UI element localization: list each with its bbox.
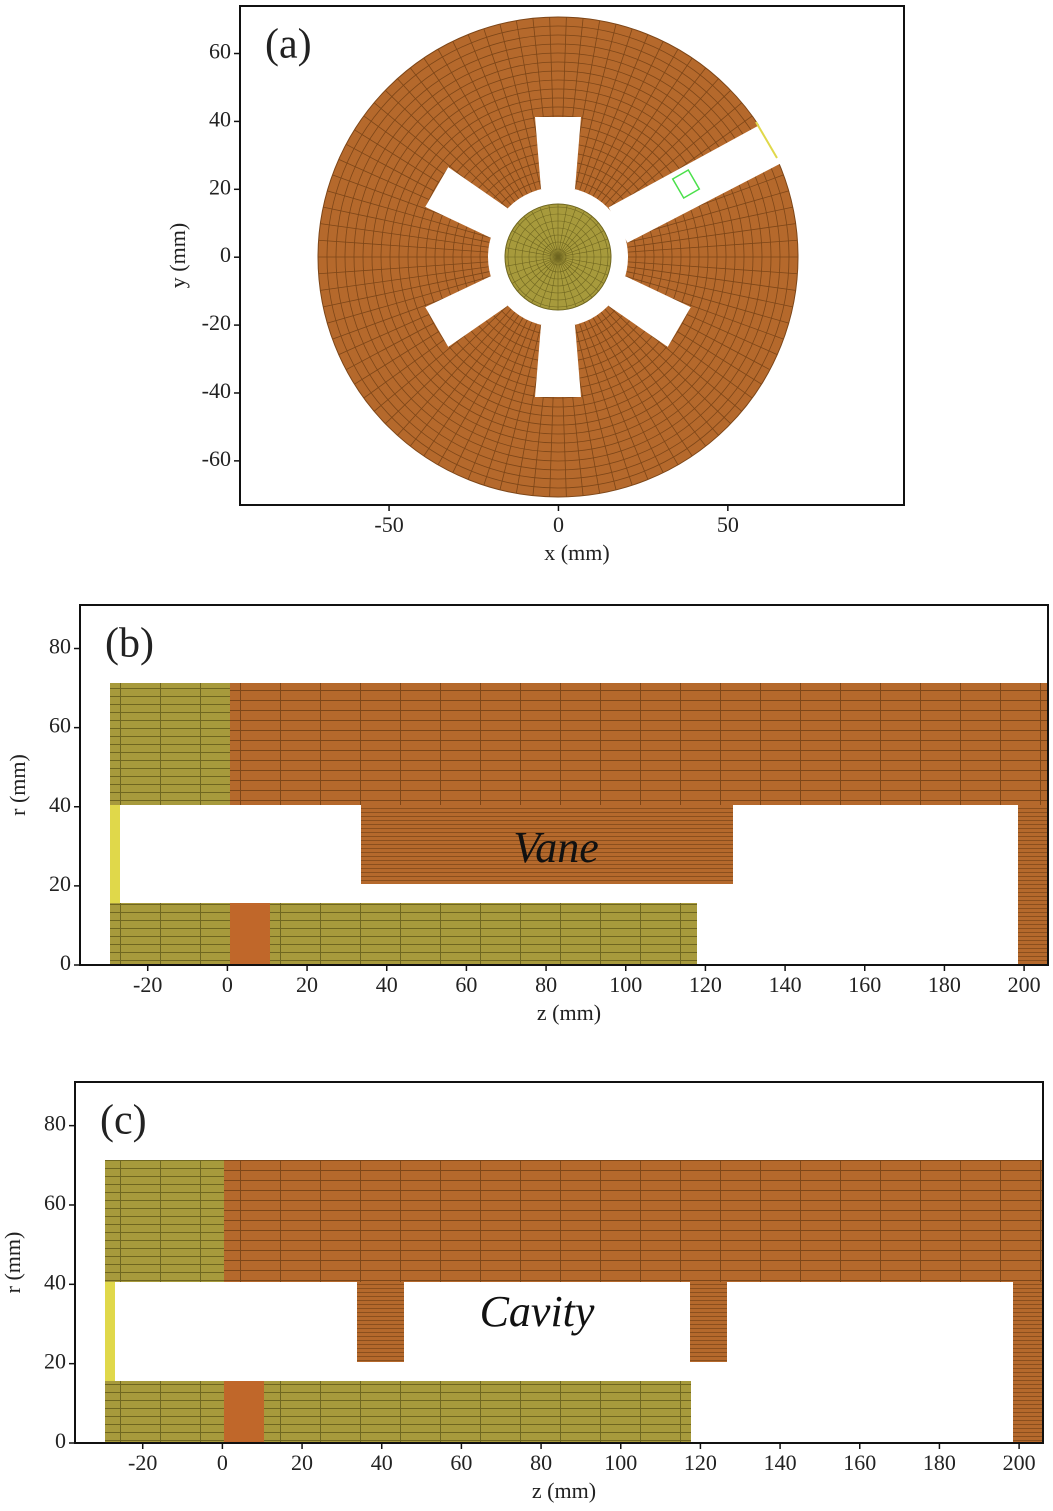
y-axis-label: r (mm) — [0, 1232, 25, 1294]
x-tick-label: 160 — [843, 1450, 876, 1475]
x-tick-label: 80 — [530, 1450, 552, 1475]
y-tick-label: -60 — [202, 446, 231, 471]
x-tick-label: 20 — [291, 1450, 313, 1475]
x-tick-label: 120 — [684, 1450, 717, 1475]
x-tick-label: 0 — [217, 1450, 228, 1475]
y-axis-label: y (mm) — [165, 223, 190, 288]
panel-label: (a) — [265, 22, 312, 68]
x-tick-label: 100 — [609, 972, 642, 997]
x-tick-label: 120 — [689, 972, 722, 997]
y-tick-label: 60 — [209, 39, 231, 64]
y-tick-label: 60 — [49, 713, 71, 738]
x-tick-label: 60 — [455, 972, 477, 997]
y-tick-label: 20 — [49, 871, 71, 896]
panel-label: (b) — [105, 621, 154, 667]
x-tick-label: 0 — [222, 972, 233, 997]
y-tick-label: 60 — [44, 1190, 66, 1215]
x-tick-label: 50 — [717, 512, 739, 537]
y-tick-label: -40 — [202, 378, 231, 403]
x-axis-label: x (mm) — [544, 540, 609, 565]
y-tick-label: 0 — [220, 242, 231, 267]
x-tick-label: 180 — [928, 972, 961, 997]
x-tick-label: 140 — [769, 972, 802, 997]
x-axis-label: z (mm) — [537, 1000, 601, 1025]
y-tick-label: 40 — [209, 106, 231, 131]
annotation: Cavity — [480, 1287, 595, 1336]
x-tick-label: 160 — [848, 972, 881, 997]
y-tick-label: 20 — [44, 1349, 66, 1374]
x-tick-label: 200 — [1008, 972, 1041, 997]
y-tick-label: 40 — [49, 792, 71, 817]
x-tick-label: 40 — [376, 972, 398, 997]
x-tick-label: 80 — [535, 972, 557, 997]
x-tick-label: 20 — [296, 972, 318, 997]
y-tick-label: 80 — [49, 634, 71, 659]
x-axis-label: z (mm) — [532, 1478, 596, 1503]
x-tick-label: 0 — [553, 512, 564, 537]
annotation: Vane — [513, 823, 599, 872]
y-tick-label: 80 — [44, 1111, 66, 1136]
x-tick-label: 180 — [923, 1450, 956, 1475]
y-tick-label: 20 — [209, 174, 231, 199]
slot — [535, 325, 581, 397]
y-tick-label: 0 — [60, 950, 71, 975]
x-tick-label: -50 — [374, 512, 403, 537]
panel-label: (c) — [100, 1098, 147, 1144]
x-tick-label: 100 — [604, 1450, 637, 1475]
y-tick-label: -20 — [202, 310, 231, 335]
x-tick-label: -20 — [133, 972, 162, 997]
y-tick-label: 40 — [44, 1269, 66, 1294]
x-tick-label: -20 — [128, 1450, 157, 1475]
x-tick-label: 140 — [764, 1450, 797, 1475]
x-tick-label: 60 — [450, 1450, 472, 1475]
slot — [535, 117, 581, 189]
x-tick-label: 200 — [1003, 1450, 1036, 1475]
figure: -50 0 50 -60 -40 -20 0 20 40 60 x (mm) y (mm) (a) -20… — [0, 0, 1053, 1511]
y-axis-label: r (mm) — [5, 754, 30, 816]
y-tick-label: 0 — [55, 1428, 66, 1453]
geometry-a — [318, 17, 798, 497]
x-tick-label: 40 — [371, 1450, 393, 1475]
